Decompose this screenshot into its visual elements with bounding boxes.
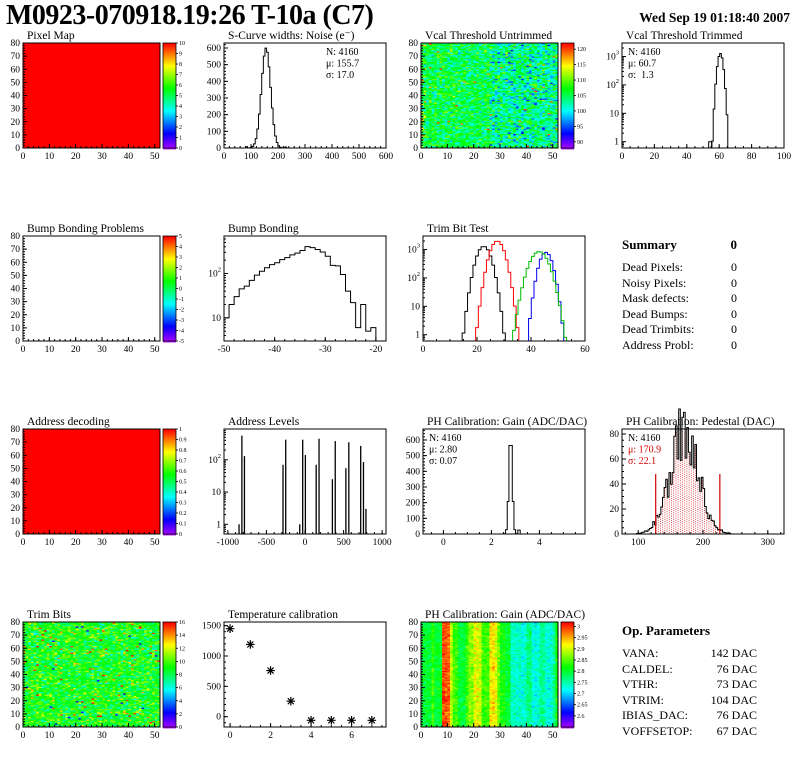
ph-gain-hist-canvas (398, 386, 597, 579)
bump-bonding-canvas (199, 193, 398, 386)
trim-bits-canvas (0, 579, 199, 772)
address-decoding-canvas (0, 386, 199, 579)
summary-row: Address Probl: 0 (622, 337, 737, 352)
summary-panel: Summary 0 Dead Pixels: 0 Noisy Pixels: 0 M… (597, 193, 796, 386)
op-parameter-row: VTRIM: 104 DAC (622, 692, 757, 707)
chart-cell-ph-pedestal (597, 386, 796, 579)
temp-calibration-canvas (199, 579, 398, 772)
op-parameter-row: IBIAS_DAC: 76 DAC (622, 708, 757, 723)
chart-cell-trim-bits (0, 579, 199, 772)
op-parameters-panel: Op. Parameters VANA: 142 DAC CALDEL: 76 DA… (597, 579, 796, 772)
summary-title: Summary (622, 237, 677, 252)
vcal-untrimmed-canvas (398, 0, 597, 193)
summary-row: Dead Pixels: 0 (622, 260, 737, 274)
chart-cell-address-decoding (0, 386, 199, 579)
vcal-trimmed-canvas (597, 0, 796, 193)
chart-cell-address-levels (199, 386, 398, 579)
op-parameter-row: CALDEL: 76 DAC (622, 661, 757, 676)
chart-cell-bump-bonding (199, 193, 398, 386)
op-parameter-row: VANA: 142 DAC (622, 646, 757, 660)
chart-cell-scurve-noise (199, 0, 398, 193)
bump-problems-canvas (0, 193, 199, 386)
summary-row: Noisy Pixels: 0 (622, 275, 737, 290)
scurve-noise-canvas (199, 0, 398, 193)
chart-cell-ph-gain-hist (398, 386, 597, 579)
ph-gain-map-canvas (398, 579, 597, 772)
trim-bit-test-canvas (398, 193, 597, 386)
summary-row: Dead Bumps: 0 (622, 306, 737, 321)
chart-cell-bump-problems (0, 193, 199, 386)
chart-cell-pixel-map (0, 0, 199, 193)
summary-row: Dead Trimbits: 0 (622, 322, 737, 337)
chart-cell-ph-gain-map (398, 579, 597, 772)
op-parameters-title: Op. Parameters (622, 623, 711, 638)
ph-pedestal-canvas (597, 386, 796, 579)
op-parameter-row: VOFFSETOP: 67 DAC (622, 723, 757, 738)
address-levels-canvas (199, 386, 398, 579)
chart-cell-trim-bit-test (398, 193, 597, 386)
chart-cell-vcal-trimmed (597, 0, 796, 193)
chart-cell-temp-calibration (199, 579, 398, 772)
op-parameter-row: VTHR: 73 DAC (622, 677, 757, 692)
summary-row: Mask defects: 0 (622, 291, 737, 306)
chart-cell-vcal-untrimmed (398, 0, 597, 193)
summary-total: 0 (730, 237, 738, 252)
pixel-map-canvas (0, 0, 199, 193)
